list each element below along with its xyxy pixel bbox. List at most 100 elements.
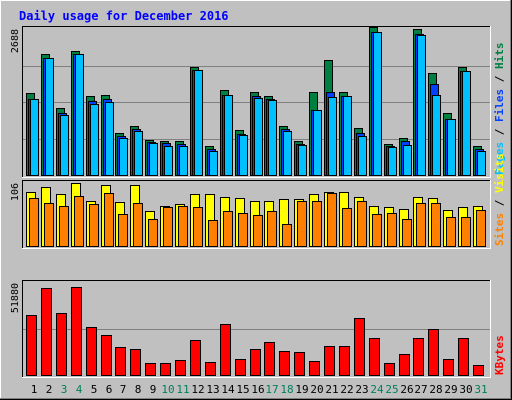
- bar-sites-day-25: [387, 213, 397, 247]
- bar-pages-day-3: [60, 115, 69, 176]
- bar-kbytes-day-31: [473, 365, 484, 376]
- day-label-15: 15: [236, 383, 249, 396]
- day-label-18: 18: [280, 383, 293, 396]
- chart-panels: 2688 Pages / Files / Hits 106 Sites / Visit…: [10, 26, 506, 378]
- day-label-1: 1: [31, 383, 38, 396]
- bar-sites-day-27: [416, 203, 426, 247]
- day-label-9: 9: [150, 383, 157, 396]
- bar-kbytes-day-2: [41, 288, 52, 376]
- bar-pages-day-10: [164, 146, 173, 176]
- day-label-27: 27: [414, 383, 427, 396]
- bar-kbytes-day-16: [250, 349, 261, 376]
- legend: KBytes: [493, 335, 506, 375]
- bar-pages-day-13: [209, 151, 218, 176]
- bar-pages-day-19: [298, 145, 307, 176]
- bar-pages-day-8: [134, 131, 143, 176]
- day-label-4: 4: [76, 383, 83, 396]
- bar-sites-day-21: [327, 193, 337, 247]
- bar-kbytes-day-4: [71, 287, 82, 376]
- legend-entry: Files: [493, 89, 506, 122]
- bar-kbytes-day-8: [130, 349, 141, 376]
- series-pages: [30, 32, 486, 176]
- bar-sites-day-28: [431, 203, 441, 247]
- bar-kbytes-day-3: [56, 313, 67, 376]
- bar-pages-day-23: [358, 136, 367, 176]
- bar-pages-day-26: [403, 145, 412, 176]
- bar-kbytes-day-13: [205, 362, 216, 376]
- day-label-10: 10: [161, 383, 174, 396]
- bar-sites-day-9: [148, 219, 158, 247]
- bar-pages-day-1: [30, 99, 39, 176]
- day-label-8: 8: [135, 383, 142, 396]
- bar-kbytes-day-15: [235, 359, 246, 376]
- bar-pages-day-11: [179, 146, 188, 176]
- day-label-2: 2: [46, 383, 53, 396]
- legend-separator: /: [493, 69, 506, 89]
- bar-pages-day-28: [432, 95, 441, 176]
- bar-pages-day-24: [373, 32, 382, 176]
- bar-kbytes-day-26: [399, 354, 410, 376]
- bar-pages-day-16: [254, 98, 263, 176]
- bar-pages-day-18: [283, 131, 292, 176]
- day-label-12: 12: [191, 383, 204, 396]
- bar-sites-day-20: [312, 201, 322, 247]
- bar-kbytes-day-21: [324, 346, 335, 376]
- bar-sites-day-12: [193, 207, 203, 247]
- day-label-5: 5: [91, 383, 98, 396]
- bar-sites-day-7: [118, 214, 128, 247]
- bar-kbytes-day-20: [309, 361, 320, 376]
- day-label-25: 25: [385, 383, 398, 396]
- bar-sites-day-8: [133, 203, 143, 247]
- bar-sites-day-22: [342, 208, 352, 247]
- bar-sites-day-16: [253, 215, 263, 247]
- bar-sites-day-31: [476, 210, 486, 247]
- bar-kbytes-day-30: [458, 338, 469, 376]
- day-label-14: 14: [221, 383, 235, 396]
- bar-pages-day-22: [343, 96, 352, 176]
- series-sites: [29, 193, 486, 247]
- bar-kbytes-day-14: [220, 324, 231, 376]
- legend-entry: KBytes: [493, 335, 506, 375]
- bar-kbytes-day-22: [339, 346, 350, 376]
- series-kbytes: [26, 287, 484, 376]
- bar-sites-day-2: [44, 203, 54, 247]
- bar-sites-day-15: [238, 213, 248, 247]
- legend: Pages / Files / Hits: [493, 43, 506, 176]
- bar-pages-day-6: [105, 102, 114, 176]
- panel-visits-sites: 106 Sites / Visits: [10, 153, 506, 249]
- day-label-11: 11: [176, 383, 189, 396]
- bar-pages-day-25: [388, 147, 397, 176]
- legend-separator: /: [493, 193, 506, 213]
- bar-sites-day-1: [29, 198, 39, 247]
- y-max-label: 2688: [10, 29, 21, 53]
- bar-kbytes-day-9: [145, 363, 156, 376]
- bar-kbytes-day-24: [369, 338, 380, 376]
- bar-kbytes-day-1: [26, 315, 37, 376]
- bar-kbytes-day-12: [190, 340, 201, 376]
- day-label-6: 6: [106, 383, 113, 396]
- bar-sites-day-14: [223, 211, 233, 247]
- panel-hits-files-pages: 2688 Pages / Files / Hits: [10, 26, 506, 178]
- legend-entry: Pages: [493, 142, 506, 175]
- bar-sites-day-11: [178, 206, 188, 247]
- bar-kbytes-day-19: [294, 352, 305, 376]
- bar-sites-day-13: [208, 220, 218, 247]
- bar-pages-day-17: [268, 100, 277, 176]
- bar-sites-day-19: [297, 201, 307, 247]
- day-label-17: 17: [265, 383, 278, 396]
- bar-sites-day-23: [357, 201, 367, 247]
- bar-sites-day-10: [163, 207, 173, 247]
- bar-pages-day-21: [328, 97, 337, 176]
- day-label-22: 22: [340, 383, 353, 396]
- bar-kbytes-day-17: [264, 342, 275, 376]
- day-label-13: 13: [206, 383, 219, 396]
- bar-kbytes-day-11: [175, 360, 186, 376]
- bar-sites-day-24: [372, 214, 382, 247]
- legend-entry: Hits: [493, 43, 506, 70]
- day-label-16: 16: [251, 383, 264, 396]
- bar-pages-day-14: [224, 95, 233, 176]
- bar-sites-day-26: [402, 219, 412, 247]
- bar-sites-day-3: [59, 206, 69, 247]
- y-max-label: 106: [10, 183, 21, 201]
